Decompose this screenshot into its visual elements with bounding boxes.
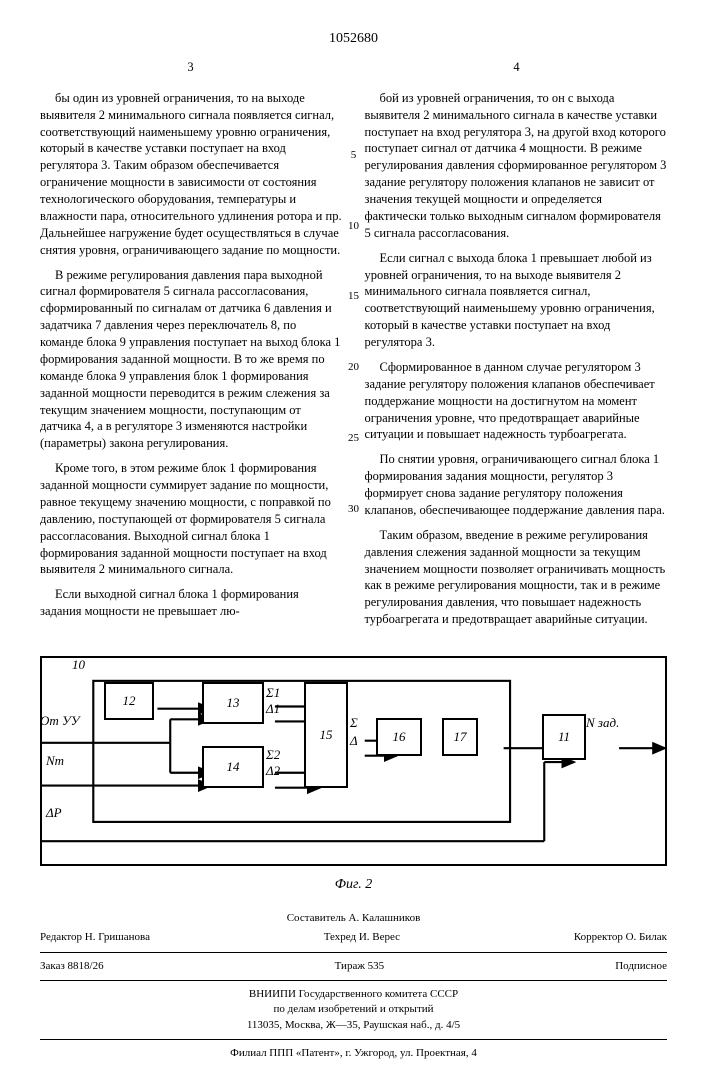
ft-editor: Редактор Н. Гришанова <box>40 930 150 945</box>
page-id: 1052680 <box>40 30 667 49</box>
ft-addr1: 113035, Москва, Ж—35, Раушская наб., д. … <box>40 1018 667 1033</box>
ft-order: Заказ 8818/26 <box>40 959 104 974</box>
del: Δ <box>350 732 358 750</box>
col-num-left: 3 <box>40 59 341 76</box>
ft-author: Составитель А. Калашников <box>40 911 667 926</box>
imprint-footer: Составитель А. Калашников Редактор Н. Гр… <box>40 911 667 1062</box>
del2: Δ2 <box>266 762 280 780</box>
ln-25: 25 <box>348 431 359 446</box>
c2-p4: По снятии уровня, ограничивающего сигнал… <box>365 451 668 519</box>
box-16: 16 <box>376 718 422 756</box>
sig: Σ <box>350 714 358 732</box>
text-columns: бы один из уровней ограничения, то на вы… <box>40 90 667 636</box>
lbl-17: 17 <box>454 728 467 746</box>
ln-15: 15 <box>348 289 359 304</box>
ft-corr: Корректор О. Билак <box>574 930 667 945</box>
column-header-row: 3 4 <box>40 59 667 76</box>
ft-addr2: Филиал ППП «Патент», г. Ужгород, ул. Про… <box>40 1046 667 1061</box>
lbl-11: 11 <box>558 728 570 746</box>
lbl-16: 16 <box>393 728 406 746</box>
sig1: Σ1 <box>266 684 280 702</box>
box-13: 13 <box>202 682 264 724</box>
out-lbl: N зад. <box>586 714 619 732</box>
figure-caption: Фиг. 2 <box>40 876 667 895</box>
del1: Δ1 <box>266 700 280 718</box>
box-12: 12 <box>104 682 154 720</box>
c1-p1: бы один из уровней ограничения, то на вы… <box>40 90 343 259</box>
column-left: бы один из уровней ограничения, то на вы… <box>40 90 343 636</box>
ft-tech: Техред И. Верес <box>324 930 400 945</box>
lbl-13: 13 <box>227 694 240 712</box>
c1-p2: В режиме регулирования давления пара вых… <box>40 267 343 453</box>
c2-p1: бой из уровней ограничения, то он с выхо… <box>365 90 668 242</box>
sig2: Σ2 <box>266 746 280 764</box>
c2-p5: Таким образом, введение в режиме регулир… <box>365 527 668 628</box>
box-15: 15 <box>304 682 348 788</box>
c2-p2: Если сигнал с выхода блока 1 превышает л… <box>365 250 668 351</box>
lbl-15: 15 <box>320 726 333 744</box>
ft-org1: ВНИИПИ Государственного комитета СССР <box>40 987 667 1002</box>
ln-10: 10 <box>348 219 359 234</box>
ln-20: 20 <box>348 360 359 375</box>
ln-30: 30 <box>348 502 359 517</box>
in-top: От УУ <box>40 712 80 730</box>
ft-tirage: Тираж 535 <box>335 959 385 974</box>
in-bot: ΔP <box>46 804 62 822</box>
ln-5: 5 <box>351 148 357 163</box>
col-num-right: 4 <box>366 59 667 76</box>
c1-p3: Кроме того, в этом режиме блок 1 формиро… <box>40 460 343 578</box>
box-11: 11 <box>542 714 586 760</box>
lbl-10: 10 <box>72 656 85 674</box>
box-17: 17 <box>442 718 478 756</box>
box-14: 14 <box>202 746 264 788</box>
c2-p3: Сформированное в данном случае регулятор… <box>365 359 668 443</box>
in-mid: Nт <box>46 752 64 770</box>
ft-org2: по делам изобретений и открытий <box>40 1002 667 1017</box>
c1-p4: Если выходной сигнал блока 1 формировани… <box>40 586 343 620</box>
lbl-14: 14 <box>227 758 240 776</box>
column-right: бой из уровней ограничения, то он с выхо… <box>365 90 668 636</box>
line-number-gutter: 5 10 15 20 25 30 <box>343 90 365 636</box>
ft-sub: Подписное <box>615 959 667 974</box>
block-diagram: 10 12 13 14 15 16 17 11 Σ1 Δ1 Σ2 Δ2 Σ Δ … <box>40 656 667 866</box>
